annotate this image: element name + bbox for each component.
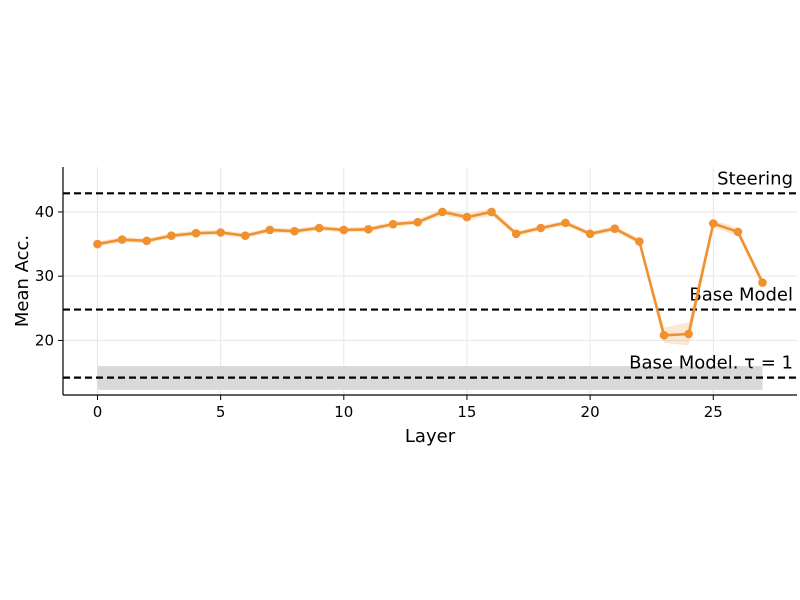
data-point bbox=[216, 228, 225, 237]
x-tick-label: 15 bbox=[457, 403, 476, 421]
data-point bbox=[290, 226, 299, 236]
data-point bbox=[314, 223, 324, 233]
reference-line-label: Base Model. τ = 1 bbox=[629, 353, 793, 374]
data-point bbox=[438, 207, 447, 217]
y-tick-label: 30 bbox=[35, 267, 54, 285]
data-point bbox=[191, 228, 201, 238]
x-tick-label: 20 bbox=[581, 403, 600, 421]
data-point bbox=[167, 231, 176, 241]
data-point bbox=[462, 212, 472, 222]
series bbox=[93, 207, 767, 346]
data-point bbox=[733, 227, 743, 237]
data-point bbox=[240, 231, 250, 241]
data-point bbox=[610, 224, 620, 233]
data-point bbox=[635, 237, 644, 246]
data-point bbox=[487, 207, 496, 217]
x-tick-label: 10 bbox=[334, 403, 353, 421]
y-tick-label: 40 bbox=[35, 203, 54, 221]
data-point bbox=[758, 278, 767, 287]
y-axis-label: Mean Acc. bbox=[12, 235, 33, 327]
data-point bbox=[265, 225, 275, 235]
grid bbox=[63, 167, 797, 395]
series-line bbox=[97, 210, 764, 337]
data-point bbox=[413, 217, 422, 227]
data-point bbox=[561, 218, 570, 228]
x-tick-label: 25 bbox=[704, 403, 723, 421]
series-confidence-band bbox=[97, 208, 763, 346]
data-point bbox=[339, 225, 349, 235]
ticks: 0 5 10 15 20 25 20 30 40 bbox=[35, 203, 723, 421]
data-point bbox=[536, 223, 546, 233]
data-point bbox=[585, 229, 595, 239]
data-point bbox=[93, 239, 102, 249]
reference-lines: Steering Base Model Base Model. τ = 1 bbox=[63, 168, 797, 379]
axes bbox=[62, 167, 797, 396]
data-point bbox=[659, 330, 669, 340]
y-tick-label: 20 bbox=[35, 331, 54, 349]
x-axis-label: Layer bbox=[405, 426, 456, 447]
data-point bbox=[708, 219, 718, 228]
data-point bbox=[511, 229, 521, 239]
reference-line-label: Base Model bbox=[689, 285, 793, 306]
x-tick-label: 0 bbox=[93, 403, 103, 421]
data-point bbox=[684, 329, 693, 339]
data-point bbox=[364, 224, 373, 234]
x-tick-label: 5 bbox=[216, 403, 226, 421]
data-point bbox=[388, 219, 398, 229]
reference-line-label: Steering bbox=[717, 168, 793, 189]
data-point bbox=[142, 236, 152, 246]
data-point bbox=[117, 235, 127, 244]
